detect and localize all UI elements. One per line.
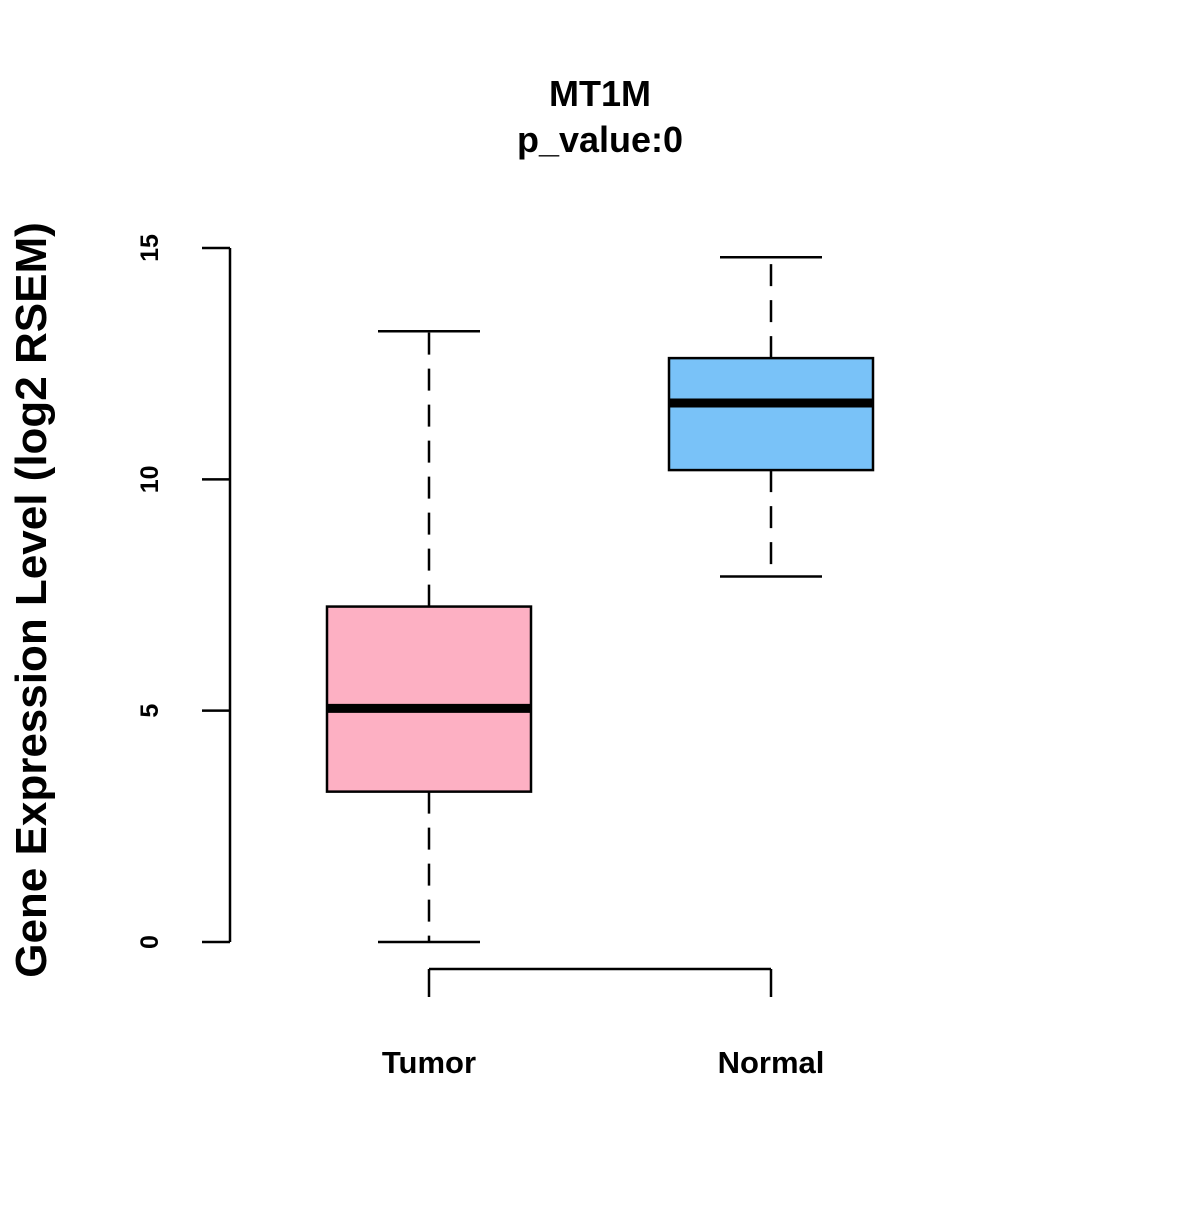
iqr-box (667, 356, 875, 472)
y-tick-label: 0 (136, 935, 164, 949)
y-tick-label: 5 (136, 704, 164, 718)
y-tick-label: 15 (136, 234, 164, 262)
box-normal (667, 256, 875, 578)
x-axis: Tumor Normal (382, 967, 825, 1080)
box-tumor (325, 330, 533, 944)
y-axis: 0 5 10 15 (136, 234, 232, 949)
chart-subtitle: p_value:0 (517, 119, 683, 160)
chart-title: MT1M (549, 73, 651, 114)
boxes-group (325, 256, 875, 944)
x-tick-label-normal: Normal (718, 1045, 825, 1080)
y-axis-label: Gene Expression Level (log2 RSEM) (7, 222, 56, 978)
y-tick-label: 10 (136, 465, 164, 493)
iqr-box (325, 605, 533, 793)
x-tick-label-tumor: Tumor (382, 1045, 476, 1080)
